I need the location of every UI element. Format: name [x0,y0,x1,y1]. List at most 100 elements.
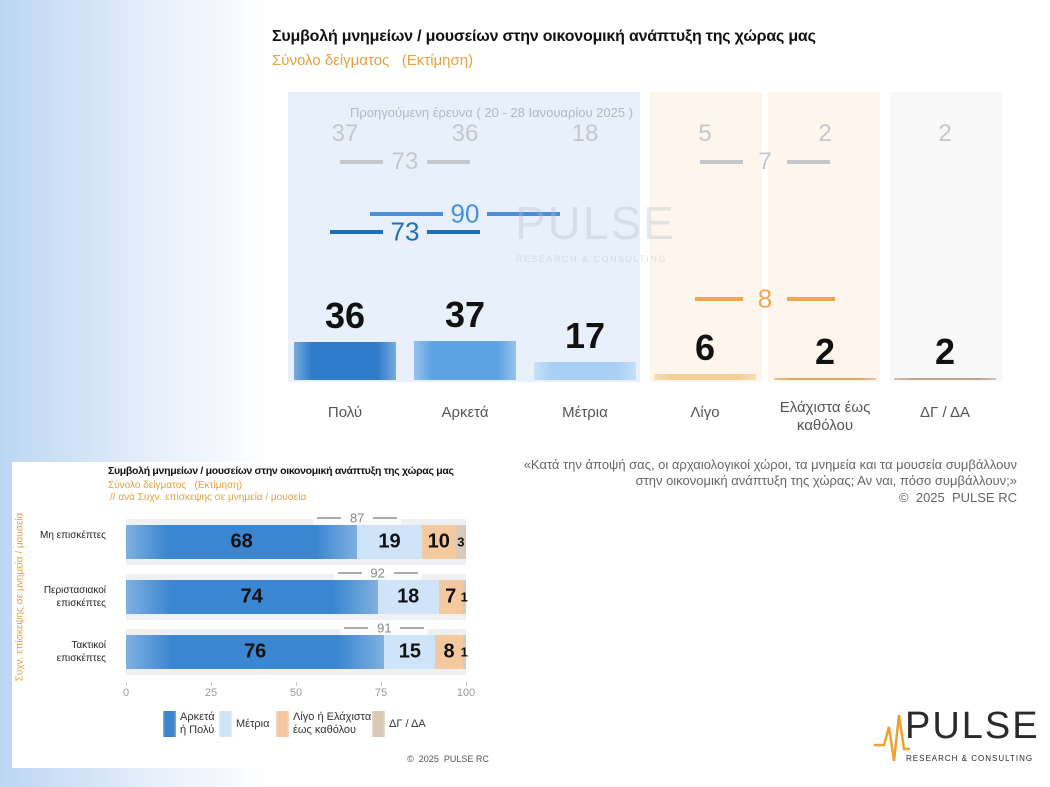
x-tick-label: 25 [204,687,218,699]
y-axis-label: Συχν. επίσκεψης σε μνημεία / μουσεία [14,512,26,682]
tick-mark [381,682,382,686]
logo-mark [874,714,910,762]
legend-swatch [163,711,176,737]
value-label: 36 [324,295,366,337]
value-label: 2 [934,330,956,372]
x-tick-label: 100 [456,687,476,699]
total-label: 92 [370,565,385,581]
legend-label: Μέτρια [236,718,270,730]
bar-segment [126,580,378,614]
total-box [340,621,429,635]
previous-value: 37 [331,120,359,147]
total-label: 73 [390,216,420,247]
watermark: RESEARCH & CONSULTING [516,254,667,264]
total-label-dash [427,230,480,234]
category-label: Ελάχιστα έως καθόλου [779,399,871,434]
total-label-dash [787,297,835,301]
bar [534,362,636,380]
category-label: Περιστασιακοί επισκέπτες [43,585,106,609]
logo-tagline: RESEARCH & CONSULTING [906,754,1034,763]
quote-line: «Κατά την άποψή σας, οι αρχαιολογικοί χώ… [523,457,1017,472]
previous-total-label-dash [787,160,830,164]
value-label: 18 [397,585,420,608]
bar-segment [126,635,385,669]
category-label: Αρκετά [441,404,489,421]
bar-segment [435,635,463,669]
value-label: 6 [694,326,716,368]
bar-segment [455,525,466,559]
total-box [333,566,422,580]
logo-name: PULSE [905,705,1040,747]
value-label: 1 [460,589,468,605]
total-label: 8 [757,283,773,314]
previous-value: 18 [571,120,599,147]
bar [654,373,756,380]
bar-segment [462,580,466,614]
bar-segment [384,635,436,669]
tick-mark [466,682,467,686]
x-tick-label: 0 [122,687,130,699]
chart-subtitle: Σύνολο δείγματος (Εκτίμηση) [272,52,474,69]
bar-segment [438,580,463,614]
chart-title: Συμβολή μνημείων / μουσείων στην οικονομ… [108,465,454,477]
total-label-dash [695,297,743,301]
chart-subtitle: Σύνολο δείγματος (Εκτίμηση) [108,480,243,491]
previous-label: Προηγούμενη έρευνα ( 20 - 28 Ιανουαρίου … [350,105,634,120]
total-dash [400,627,425,629]
copyright: © 2025 PULSE RC [407,754,489,764]
logo-zigzag [874,714,910,762]
total-box [313,511,402,525]
chart-subtitle: // ανά Συχν. επίσκεψης σε μνημεία / μουσ… [110,492,307,503]
panel [288,92,640,382]
previous-total-label: 7 [758,148,772,175]
legend-swatch [372,711,385,737]
total-label-dash [370,212,443,216]
previous-value: 2 [818,120,832,147]
total-dash [373,517,398,519]
quote-line: στην οικονομική ανάπτυξη της χώρας; Αν ν… [635,473,1017,488]
total-label: 91 [377,620,392,636]
previous-total-label-dash [340,160,383,164]
total-label: 87 [349,510,365,526]
tick-mark [126,682,127,686]
value-label: 1 [460,644,468,660]
category-label: ΔΓ / ΔΑ [920,404,970,421]
x-tick-label: 50 [289,687,303,699]
value-label: 17 [564,315,606,357]
value-label: 37 [444,294,486,336]
value-label: 8 [443,640,455,663]
bar [774,377,876,380]
tick-mark [211,682,212,686]
category-label: Τακτικοί επισκέπτες [56,640,106,664]
category-label: Μέτρια [562,404,608,421]
value-label: 74 [240,585,263,608]
value-label: 19 [378,530,401,553]
value-label: 2 [814,330,836,372]
legend-label: Αρκετά ή Πολύ [180,711,215,736]
previous-total-label: 73 [391,148,419,175]
bar-segment [462,635,466,669]
previous-value: 2 [938,120,952,147]
total-dash [337,572,362,574]
bar [294,342,396,380]
panel [890,92,1002,382]
total-label-dash [330,230,383,234]
category-label: Μη επισκέπτες [39,530,106,541]
total-dash [393,572,418,574]
previous-value: 36 [451,120,479,147]
value-label: 7 [445,585,457,608]
copyright: © 2025 PULSE RC [899,490,1017,505]
total-dash [317,517,342,519]
bar-segment [421,525,456,559]
panel-divider [762,92,768,382]
legend-label: ΔΓ / ΔΑ [389,718,426,730]
legend-swatch [276,711,289,737]
bar-segment [126,525,358,559]
category-label: Πολύ [327,404,363,421]
value-label: 76 [244,640,267,663]
bar [414,341,516,380]
bar-segment [377,580,439,614]
x-tick-label: 75 [374,687,388,699]
bar [894,377,996,380]
previous-total-label-dash [427,160,470,164]
